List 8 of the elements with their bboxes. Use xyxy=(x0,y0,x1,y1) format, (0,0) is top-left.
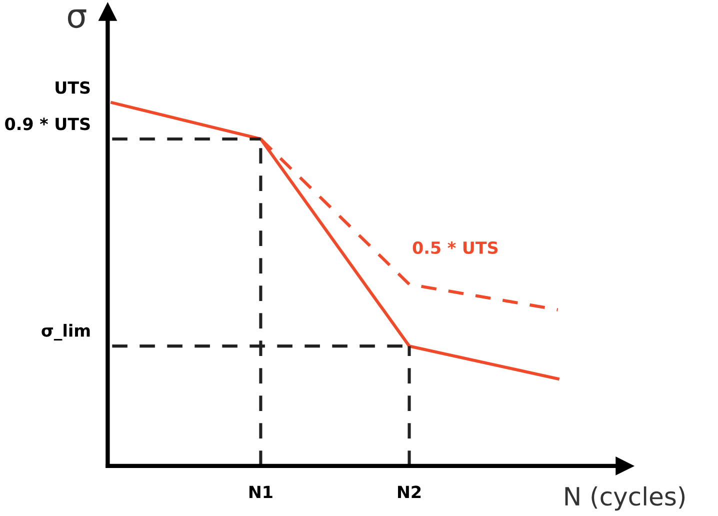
y-axis-title: σ xyxy=(68,9,86,28)
x-tick-label: N1 xyxy=(249,486,272,498)
x-tick-label: N2 xyxy=(398,486,421,498)
ref-line-label: σ_lim xyxy=(42,324,90,341)
text: UTS xyxy=(56,81,90,94)
x-axis-title: N (cycles) xyxy=(565,486,685,511)
annotation: 0.5 * UTS xyxy=(412,241,498,254)
ref-line-label: 0.9 * UTS xyxy=(5,118,90,130)
